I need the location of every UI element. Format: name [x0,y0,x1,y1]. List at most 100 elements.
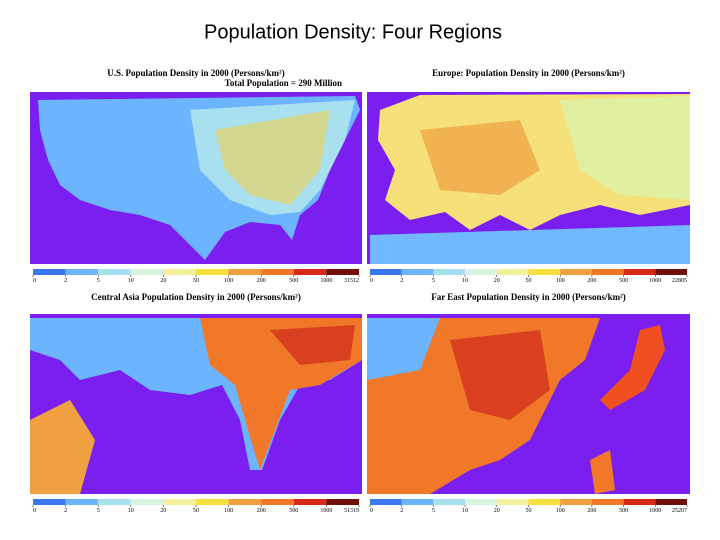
colorbar-label: 5 [97,508,100,514]
colorbar-label: 100 [556,278,565,284]
colorbar-segment [293,269,327,275]
colorbar-label: 200 [257,278,266,284]
colorbar-label: 200 [587,278,596,284]
colorbar-segment [261,269,294,275]
colorbar-label: 500 [619,508,628,514]
colorbar-segment [293,499,327,505]
land [30,400,95,494]
colorbar-segment [196,499,229,505]
colorbar-segment [433,269,466,275]
map-title: U.S. Population Density in 2000 (Persons… [107,68,284,78]
colorbar-label: 10 [462,278,468,284]
land [420,120,540,195]
colorbar-segment [326,269,359,275]
colorbar-segment [228,269,262,275]
colorbar-label: 500 [289,278,298,284]
colorbar-segment [196,269,229,275]
colorbar-segment [401,269,434,275]
colorbar-segment [98,269,131,275]
colorbar-label: 22805 [672,278,687,284]
slide-title: Population Density: Four Regions [204,21,502,43]
colorbar-label: 5 [432,278,435,284]
colorbar-segment [130,499,164,505]
colorbar-label: 10 [128,508,134,514]
colorbar-segment [465,499,497,505]
land [450,330,550,420]
colorbar-label: 50 [526,508,532,514]
colorbar-label: 20 [494,508,500,514]
colorbar-label: 1000 [649,278,661,284]
land [367,318,440,380]
colorbar-label: 10 [462,508,468,514]
colorbar-segment [655,269,687,275]
map-title: Far East Population Density in 2000 (Per… [431,292,626,302]
colorbar-label: 10 [128,278,134,284]
colorbar-label: 0 [33,508,36,514]
colorbar-label: 200 [257,508,266,514]
colorbar-segment [591,269,624,275]
colorbar-segment [433,499,466,505]
colorbar-label: 100 [224,508,233,514]
colorbar-segment [528,499,561,505]
colorbar-segment [370,499,402,505]
colorbar-label: 20 [160,278,166,284]
colorbar-label: 500 [289,508,298,514]
land [215,110,330,205]
land [590,450,615,494]
colorbar-segment [163,499,196,505]
colorbar-segment [326,499,359,505]
colorbar-segment [591,499,624,505]
colorbar-label: 2 [400,508,403,514]
colorbar-segment [65,499,99,505]
colorbar-label: 2 [64,278,67,284]
colorbar-segment [401,499,434,505]
land [560,96,690,200]
colorbar-label: 50 [193,278,199,284]
land [270,325,355,365]
colorbar-segment [65,269,99,275]
maps [30,92,690,494]
colorbar-segment [228,499,262,505]
colorbar-segment [465,269,497,275]
colorbar-segment [496,499,529,505]
colorbar-label: 51319 [344,508,359,514]
colorbar-label: 1000 [320,508,332,514]
land [370,225,690,264]
colorbar-segment [560,499,592,505]
map-title: Europe: Population Density in 2000 (Pers… [432,68,625,78]
colorbar-label: 200 [587,508,596,514]
colorbar-label: 100 [224,278,233,284]
colorbar-label: 25207 [672,508,687,514]
map-title: Central Asia Population Density in 2000 … [91,292,301,302]
colorbar-segment [496,269,529,275]
colorbar-label: 50 [526,278,532,284]
colorbar-label: 500 [619,278,628,284]
colorbar-segment [623,269,656,275]
colorbar-label: 50 [193,508,199,514]
colorbar-label: 100 [556,508,565,514]
colorbar-segment [370,269,402,275]
colorbar-label: 20 [160,508,166,514]
colorbar-segment [528,269,561,275]
colorbar-label: 5 [432,508,435,514]
colorbar-segment [130,269,164,275]
land [600,325,665,410]
colorbar-segment [33,499,66,505]
colorbar-segment [33,269,66,275]
colorbar-label: 0 [370,508,373,514]
colorbar-label: 31512 [344,278,359,284]
colorbar-segment [655,499,687,505]
colorbar-label: 5 [97,278,100,284]
colorbar-label: 20 [494,278,500,284]
colorbar-label: 1000 [649,508,661,514]
colorbar-segment [163,269,196,275]
colorbar-segment [98,499,131,505]
colorbar-label: 0 [370,278,373,284]
colorbar-label: 2 [64,508,67,514]
colorbar-label: 1000 [320,278,332,284]
colorbar-segment [560,269,592,275]
map-subtitle: Total Population = 290 Million [225,78,342,88]
colorbar-segment [261,499,294,505]
colorbar-label: 0 [33,278,36,284]
